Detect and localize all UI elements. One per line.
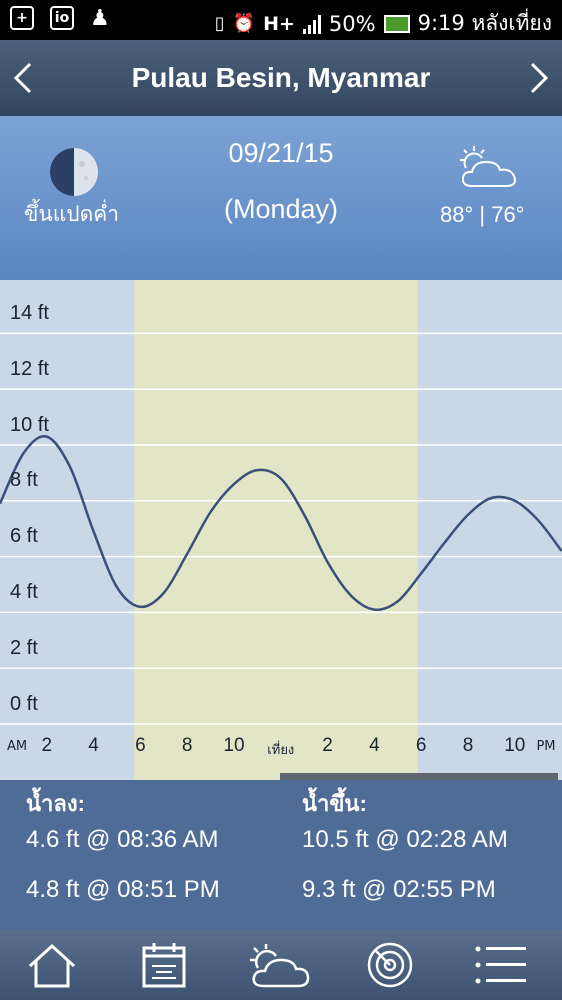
x-axis-label: เที่ยง [267, 743, 295, 758]
high-tide-1: 10.5 ft @ 02:28 AM [302, 826, 508, 853]
daylight-band [134, 280, 418, 780]
x-axis-label: 10 [223, 735, 245, 756]
alarm-icon: ⏰ [232, 13, 256, 34]
add-contact-icon: ♟ [90, 6, 110, 31]
network-type: H+ [263, 12, 295, 35]
weekday: (Monday) [223, 194, 339, 224]
x-axis-label: 6 [415, 735, 427, 756]
chart-scroll-indicator[interactable] [280, 773, 558, 780]
low-tide-heading: น้ำลง: [26, 791, 85, 816]
radar-icon[interactable] [362, 940, 418, 990]
moon-phase-label: ขึ้นแปดค่ำ [24, 202, 120, 226]
x-axis-label: 8 [462, 735, 474, 756]
y-axis-label: 12 ft [10, 357, 49, 380]
night-band-evening [418, 280, 562, 780]
vibrate-icon: ▯ [214, 13, 225, 34]
high-tide-heading: น้ำขึ้น: [302, 791, 367, 816]
y-axis-label: 10 ft [10, 413, 49, 436]
signal-icon [302, 14, 321, 34]
x-axis-label: 2 [322, 735, 333, 756]
x-axis-label: 4 [369, 735, 380, 756]
tide-chart-svg [0, 332, 562, 725]
y-axis-label: 8 ft [10, 469, 38, 492]
add-notification-icon: + [10, 6, 34, 30]
tide-times-panel: น้ำลง: น้ำขึ้น: 4.6 ft @ 08:36 AM 4.8 ft… [0, 780, 562, 930]
menu-icon[interactable] [472, 940, 528, 990]
x-axis-label: 2 [41, 735, 53, 756]
calendar-icon[interactable] [136, 940, 192, 990]
app-notification-icon: io [50, 6, 74, 30]
previous-location-button[interactable] [6, 60, 42, 96]
low-tide-2: 4.8 ft @ 08:51 PM [26, 876, 220, 903]
y-axis-label: 4 ft [10, 581, 38, 603]
date: 09/21/15 [228, 138, 334, 168]
tide-curve [0, 434, 562, 612]
high-tide-2: 9.3 ft @ 02:55 PM [302, 876, 496, 903]
low-tide-1: 4.6 ft @ 08:36 AM [26, 826, 219, 853]
x-axis-label: 8 [181, 735, 193, 756]
y-axis-label: 2 ft [10, 636, 38, 659]
weather-icon[interactable] [246, 940, 312, 990]
clock: 9:19 หลังเที่ยง [417, 11, 552, 35]
battery-icon [383, 14, 410, 33]
status-bar: + io ♟ ▯ ⏰ H+ 50% 9:19 หลังเที่ยง [0, 0, 562, 40]
tide-chart[interactable] [0, 280, 562, 780]
day-summary: (Monday) 09/21/15 88° | 76° [0, 116, 562, 280]
partly-cloudy-icon [460, 146, 516, 187]
x-axis-label: AM [6, 739, 28, 754]
x-axis-label: PM [536, 739, 556, 754]
moon-phase-icon [50, 148, 98, 196]
home-icon[interactable] [24, 940, 80, 990]
x-axis-label: 4 [88, 735, 99, 756]
y-axis-label: 14 ft [10, 302, 49, 324]
location-header: Pulau Besin, Myanmar [0, 40, 562, 116]
battery-percent: 50% [328, 11, 376, 36]
x-axis-label: 6 [135, 735, 146, 756]
temperature-range: 88° | 76° [440, 202, 525, 227]
location-title: Pulau Besin, Myanmar [131, 62, 431, 93]
bottom-tab-bar [0, 930, 562, 1000]
night-band-morning [0, 280, 134, 780]
next-location-button[interactable] [520, 60, 556, 96]
y-axis-label: 6 ft [10, 525, 38, 548]
y-axis-label: 0 ft [10, 692, 38, 715]
x-axis-label: 10 [504, 735, 526, 756]
